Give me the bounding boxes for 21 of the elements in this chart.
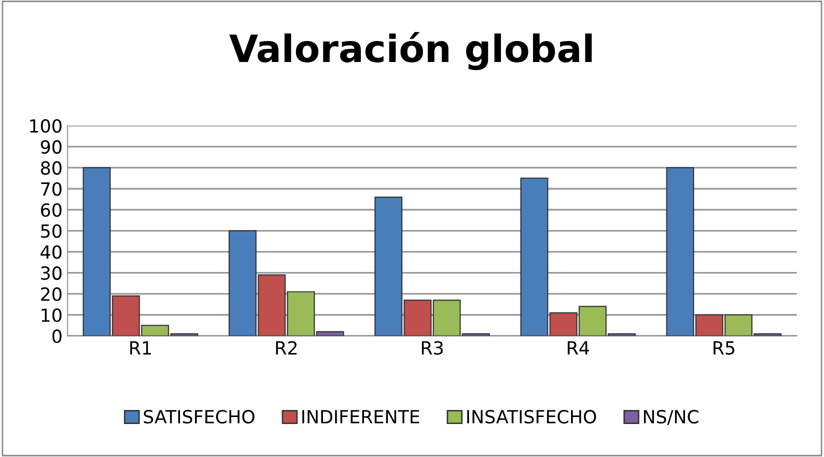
y-tick-label: 80	[40, 161, 62, 175]
y-tick-label: 10	[42, 308, 62, 322]
y-tick-label: 30	[41, 266, 62, 280]
x-tick-label: R5	[714, 341, 734, 355]
x-tick-label: R2	[276, 341, 297, 354]
legend-label: INSATISFECHO	[467, 410, 596, 424]
y-tick-label: 50	[41, 224, 62, 238]
y-tick-label: 100	[30, 119, 62, 133]
y-tick-label: 90	[40, 140, 62, 154]
x-tick-label: R1	[130, 341, 151, 354]
y-tick-label: 40	[40, 245, 62, 259]
chart-title: Valoración global	[229, 32, 592, 70]
y-tick-label: 0	[52, 329, 62, 344]
legend-label: SATISFECHO	[144, 410, 254, 424]
y-tick-label: 60	[40, 203, 62, 217]
y-tick-label: 70	[41, 182, 62, 196]
x-tick-label: R3	[422, 341, 443, 355]
x-tick-label: R4	[568, 341, 590, 354]
y-tick-label: 20	[41, 287, 62, 301]
legend-label: INDIFERENTE	[302, 410, 420, 424]
legend-label: NS/NC	[644, 410, 698, 425]
